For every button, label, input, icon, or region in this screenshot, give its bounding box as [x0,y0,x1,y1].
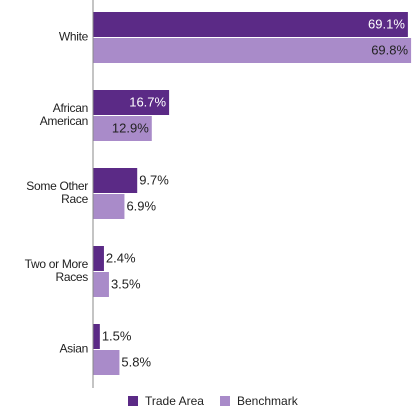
bar [93,12,408,37]
legend-swatch [220,396,230,406]
value-label: 9.7% [139,172,169,187]
bar [93,246,104,271]
legend-label: Benchmark [237,394,299,408]
value-label: 69.8% [371,42,408,57]
bar [93,168,138,193]
bar [93,116,152,141]
category-label: Asian [59,341,88,356]
category-label: African American [39,101,89,128]
value-label: 12.9% [112,120,149,135]
legend-swatch [128,396,138,406]
category-label: White [58,29,88,44]
bar [93,272,109,297]
value-label: 2.4% [106,250,136,265]
value-label: 3.5% [111,276,141,291]
category-label: Some Other Race [26,179,88,206]
bar [93,90,170,115]
bar [93,324,100,349]
legend-label: Trade Area [145,394,204,408]
bar [93,194,125,219]
value-label: 1.5% [102,328,132,343]
value-label: 5.8% [121,354,151,369]
bar [93,38,412,63]
value-label: 6.9% [126,198,156,213]
value-label: 69.1% [368,16,405,31]
category-label: Two or More Races [24,257,89,284]
value-label: 16.7% [129,94,166,109]
bar [93,350,120,375]
